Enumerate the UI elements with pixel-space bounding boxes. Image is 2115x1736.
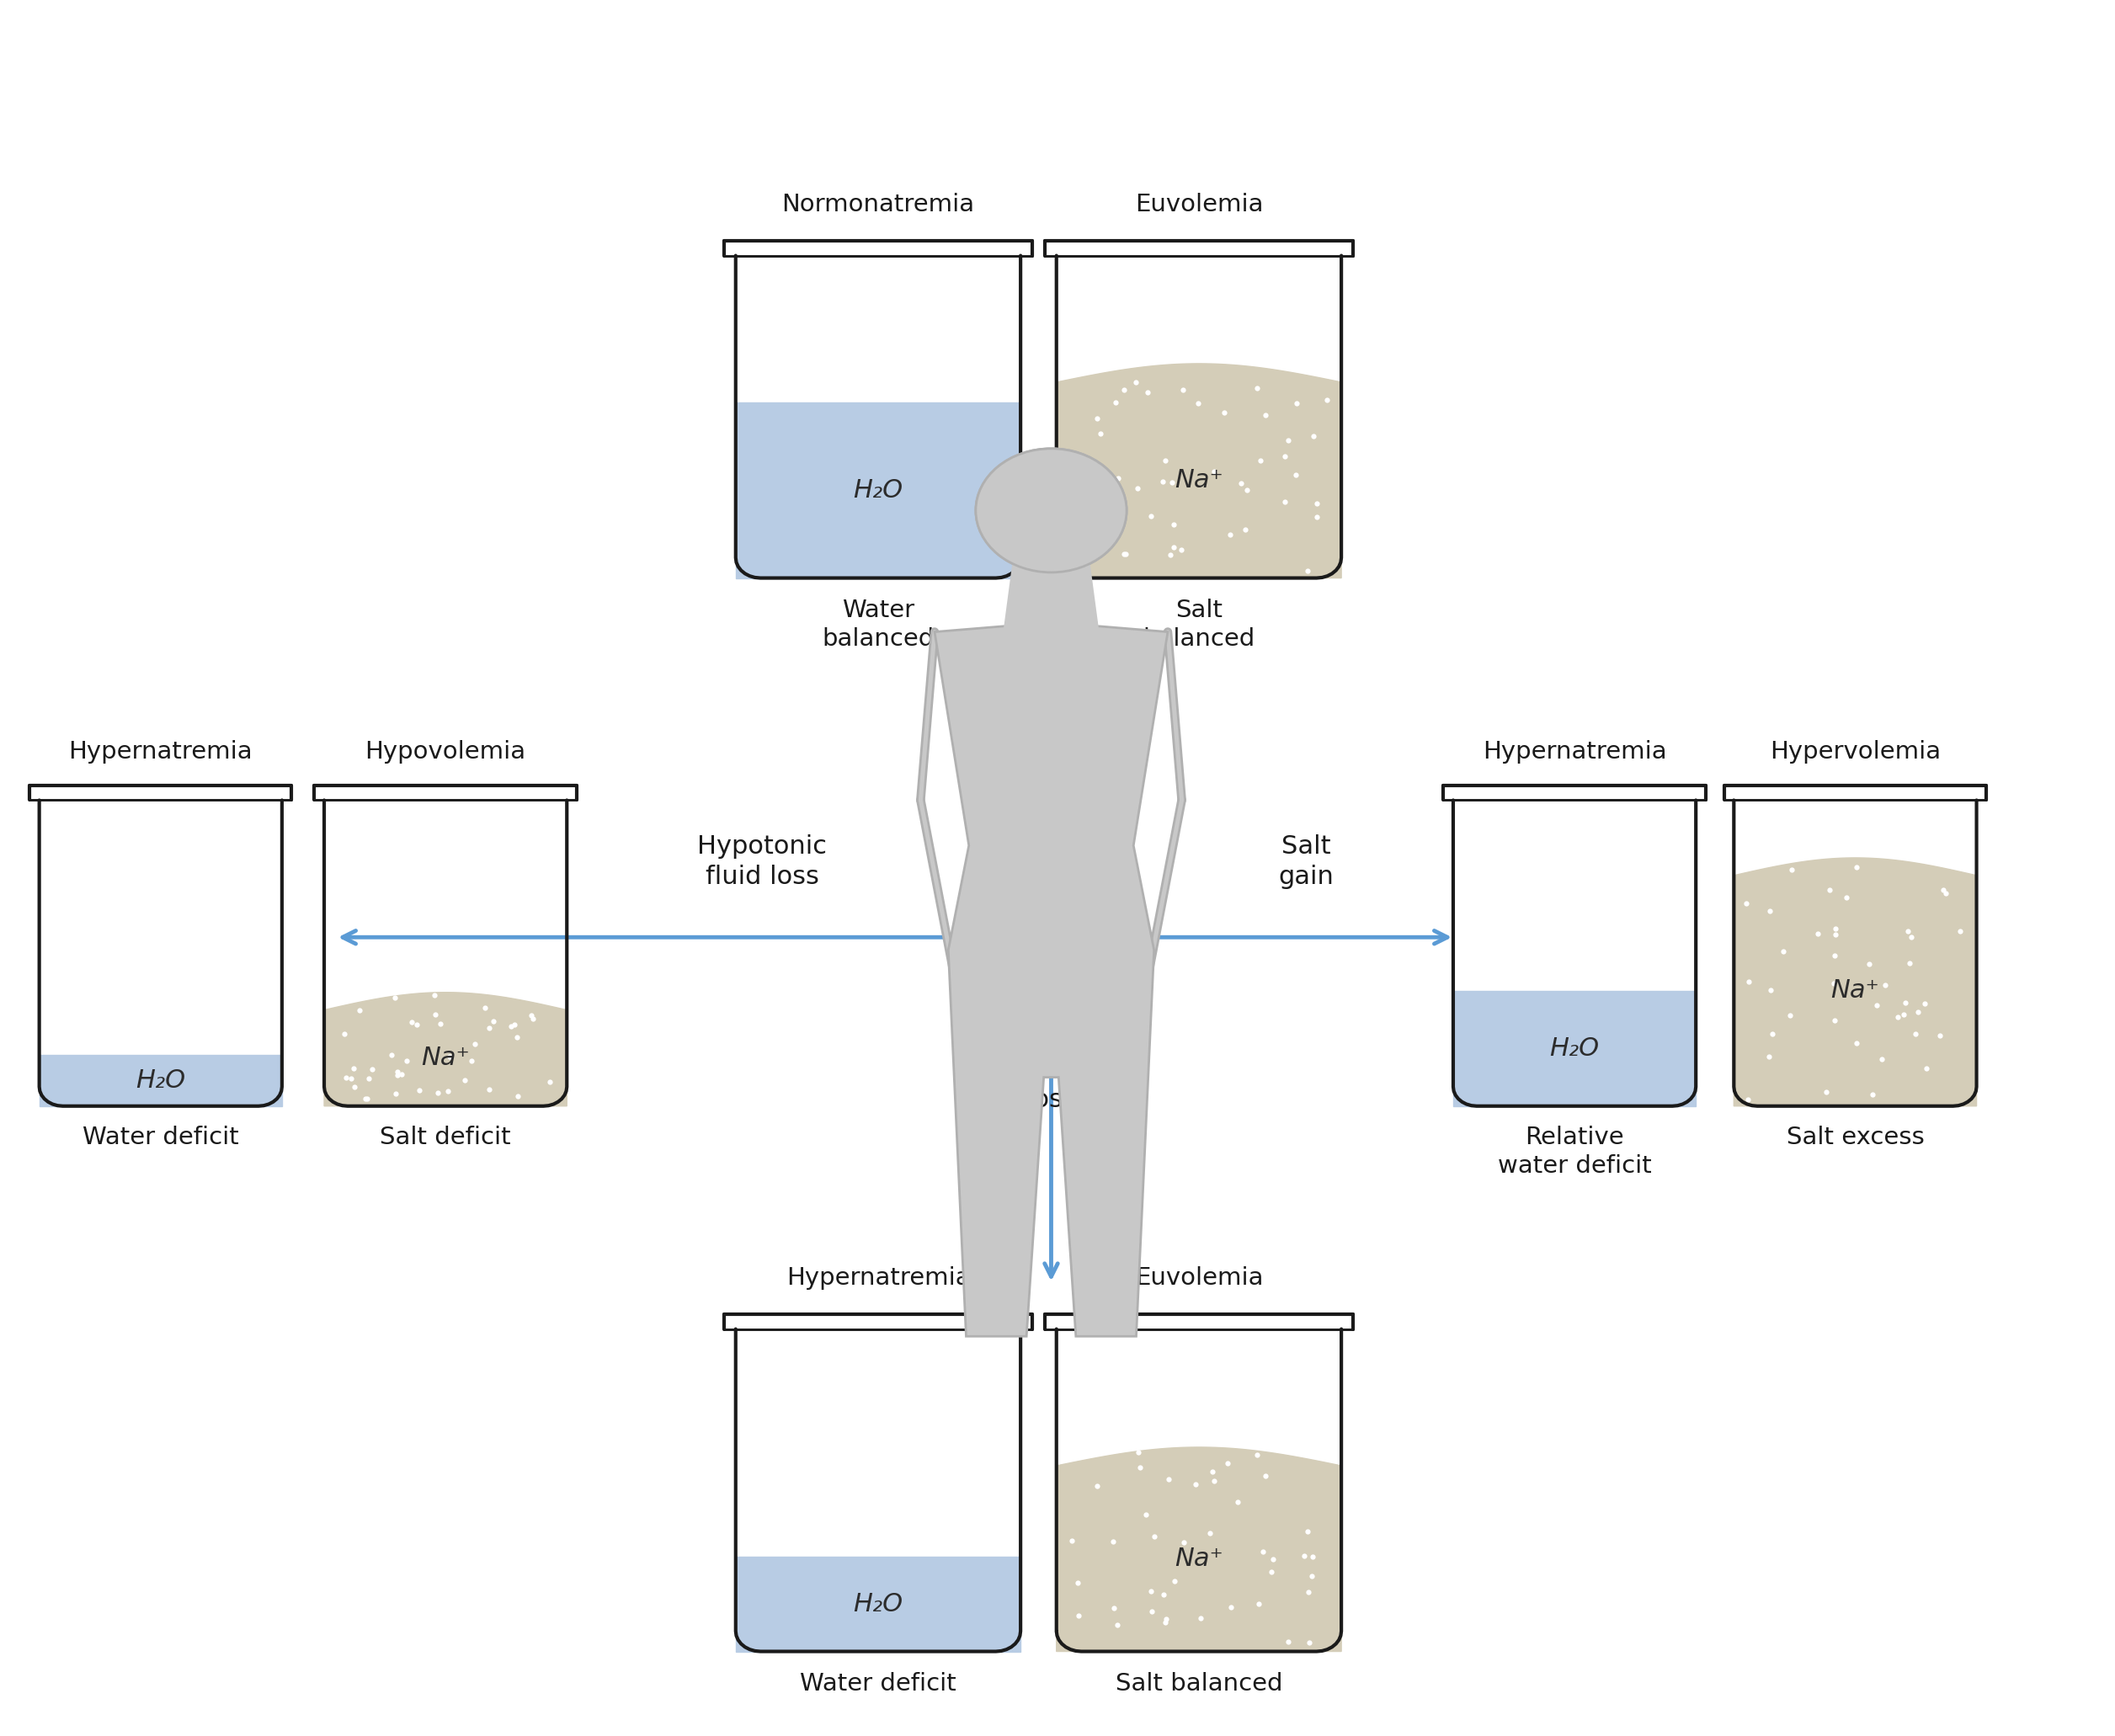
Text: Hypotonic
fluid loss: Hypotonic fluid loss — [698, 833, 827, 889]
Text: Normonatremia: Normonatremia — [783, 193, 975, 217]
Circle shape — [975, 448, 1127, 573]
Text: H₂O: H₂O — [852, 477, 903, 502]
Text: Hypervolemia: Hypervolemia — [1770, 740, 1942, 764]
Polygon shape — [1734, 858, 1978, 1106]
Text: H₂O: H₂O — [1550, 1036, 1599, 1061]
Text: Salt
gain: Salt gain — [1280, 833, 1335, 889]
Text: Water deficit: Water deficit — [82, 1125, 239, 1149]
Polygon shape — [324, 993, 567, 1106]
Text: Na⁺: Na⁺ — [1832, 979, 1880, 1003]
Polygon shape — [1058, 1448, 1341, 1651]
Polygon shape — [736, 403, 1022, 578]
Polygon shape — [1058, 363, 1341, 578]
Circle shape — [975, 448, 1127, 573]
Text: Na⁺: Na⁺ — [1174, 469, 1222, 493]
Text: Na⁺: Na⁺ — [1174, 1547, 1222, 1571]
Polygon shape — [935, 627, 1167, 1337]
Polygon shape — [736, 1557, 1022, 1651]
Text: Salt deficit: Salt deficit — [381, 1125, 512, 1149]
Text: H₂O: H₂O — [852, 1592, 903, 1616]
Text: H₂O: H₂O — [135, 1068, 186, 1092]
Text: Water deficit: Water deficit — [799, 1672, 956, 1696]
Text: Hypernatremia: Hypernatremia — [1483, 740, 1667, 764]
Text: Relative
water deficit: Relative water deficit — [1497, 1125, 1652, 1179]
Text: Na⁺: Na⁺ — [421, 1045, 470, 1069]
Text: Water
balanced: Water balanced — [823, 599, 935, 651]
Text: Free water
loss: Free water loss — [983, 1057, 1119, 1111]
Text: Hypovolemia: Hypovolemia — [366, 740, 527, 764]
Text: Euvolemia: Euvolemia — [1134, 193, 1263, 217]
Text: Salt balanced: Salt balanced — [1115, 1672, 1282, 1696]
Text: Hypernatremia: Hypernatremia — [68, 740, 252, 764]
Text: Hypernatremia: Hypernatremia — [787, 1267, 971, 1290]
Text: Salt
balanced: Salt balanced — [1142, 599, 1254, 651]
Text: Euvolemia: Euvolemia — [1134, 1267, 1263, 1290]
Polygon shape — [40, 1055, 281, 1106]
Text: Salt excess: Salt excess — [1787, 1125, 1925, 1149]
Polygon shape — [1453, 991, 1696, 1106]
Polygon shape — [1003, 561, 1100, 632]
